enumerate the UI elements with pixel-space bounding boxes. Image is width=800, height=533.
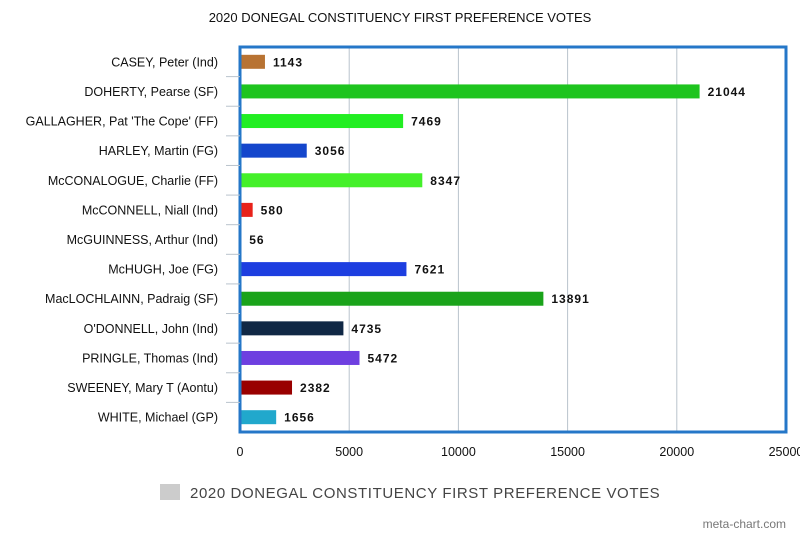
category-label: GALLAGHER, Pat 'The Cope' (FF) — [26, 115, 218, 129]
legend-swatch — [160, 484, 180, 500]
data-label: 8347 — [430, 174, 461, 188]
data-label: 2382 — [300, 381, 331, 395]
bar[interactable] — [240, 321, 344, 336]
category-label: DOHERTY, Pearse (SF) — [84, 85, 218, 99]
chart-title: 2020 DONEGAL CONSTITUENCY FIRST PREFEREN… — [209, 10, 592, 25]
bar[interactable] — [240, 350, 360, 365]
bar-layer — [240, 54, 700, 425]
data-label: 7621 — [414, 263, 445, 277]
category-label: CASEY, Peter (Ind) — [111, 55, 218, 69]
category-label: SWEENEY, Mary T (Aontu) — [67, 381, 218, 395]
category-label: HARLEY, Martin (FG) — [99, 144, 218, 158]
tick-layer: 0 5000 10000 15000 20000 25000 CASEY, Peter (I… — [26, 55, 800, 459]
x-tick-label: 0 — [237, 445, 244, 459]
data-label: 7469 — [411, 115, 442, 129]
x-tick-label: 10000 — [441, 445, 476, 459]
bar[interactable] — [240, 380, 293, 395]
x-tick-label: 25000 — [769, 445, 800, 459]
bar[interactable] — [240, 262, 407, 277]
x-tick-label: 5000 — [335, 445, 363, 459]
legend[interactable]: 2020 DONEGAL CONSTITUENCY FIRST PREFEREN… — [160, 484, 660, 502]
category-label: WHITE, Michael (GP) — [98, 411, 218, 425]
data-label: 13891 — [551, 292, 589, 306]
category-label: McGUINNESS, Arthur (Ind) — [67, 233, 218, 247]
bar[interactable] — [240, 173, 423, 188]
bar[interactable] — [240, 291, 544, 306]
data-label: 4735 — [351, 322, 382, 336]
watermark: meta-chart.com — [703, 517, 786, 531]
data-label: 1656 — [284, 411, 315, 425]
legend-label: 2020 DONEGAL CONSTITUENCY FIRST PREFEREN… — [190, 485, 660, 502]
data-label: 3056 — [315, 144, 346, 158]
data-label: 580 — [261, 203, 284, 217]
x-tick-label: 20000 — [659, 445, 694, 459]
plot-frame — [238, 45, 788, 434]
category-label: McHUGH, Joe (FG) — [108, 263, 218, 277]
data-label: 21044 — [708, 85, 746, 99]
bar[interactable] — [240, 143, 307, 158]
bar[interactable] — [240, 114, 404, 129]
category-label: McCONNELL, Niall (Ind) — [82, 203, 218, 217]
category-label: McCONALOGUE, Charlie (FF) — [48, 174, 218, 188]
bar[interactable] — [240, 202, 253, 217]
bar[interactable] — [240, 84, 700, 99]
data-label: 56 — [249, 233, 264, 247]
category-label: PRINGLE, Thomas (Ind) — [82, 351, 218, 365]
category-label: MacLOCHLAINN, Padraig (SF) — [45, 292, 218, 306]
data-label: 5472 — [368, 351, 399, 365]
bar[interactable] — [240, 410, 277, 425]
data-label: 1143 — [273, 55, 303, 69]
category-label: O'DONNELL, John (Ind) — [84, 322, 218, 336]
grid-layer — [348, 47, 678, 432]
bar[interactable] — [240, 54, 265, 69]
x-tick-label: 15000 — [550, 445, 585, 459]
